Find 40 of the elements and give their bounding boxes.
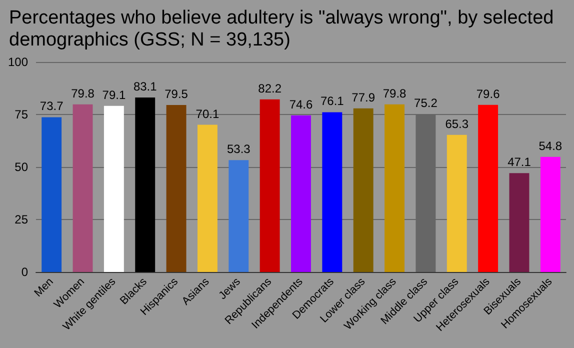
bar <box>478 104 498 272</box>
data-label: 65.3 <box>445 116 469 131</box>
bar <box>42 117 62 272</box>
data-label: 54.8 <box>538 138 562 153</box>
data-label: 70.1 <box>196 106 220 121</box>
data-label: 79.8 <box>382 86 407 100</box>
bar <box>384 104 405 272</box>
data-label: 79.6 <box>476 86 500 101</box>
bar <box>291 115 311 272</box>
data-label: 47.1 <box>508 155 532 170</box>
bar <box>353 108 374 272</box>
data-label: 82.2 <box>258 81 282 96</box>
data-label: 79.1 <box>102 88 126 102</box>
chart-title: Percentages who believe adultery is "always wrong", by selected demographics (GSS; N = 39,135) <box>9 8 559 50</box>
bar <box>228 160 249 272</box>
bar <box>260 99 280 272</box>
y-tick-label: 25 <box>14 212 28 226</box>
data-label: 76.1 <box>320 94 344 108</box>
data-label: 83.1 <box>133 79 158 94</box>
bar <box>197 124 218 272</box>
bar <box>135 97 156 272</box>
bar <box>72 104 93 272</box>
bar <box>322 112 342 272</box>
bar <box>540 156 560 272</box>
data-label: 73.7 <box>40 99 64 114</box>
y-tick-label: 100 <box>8 55 28 69</box>
x-tick-label: Men <box>32 276 56 300</box>
data-label: 53.3 <box>226 142 251 156</box>
bar <box>166 105 186 272</box>
data-label: 75.2 <box>414 96 438 110</box>
data-label: 79.8 <box>71 86 95 100</box>
y-tick-label: 75 <box>14 108 28 122</box>
bar <box>104 106 124 272</box>
data-label: 77.9 <box>352 90 376 104</box>
data-label: 79.5 <box>164 87 188 102</box>
bar <box>446 134 467 272</box>
y-tick-label: 0 <box>21 265 28 279</box>
bar <box>509 173 530 272</box>
data-label: 74.6 <box>289 97 313 112</box>
y-tick-label: 50 <box>14 160 28 174</box>
